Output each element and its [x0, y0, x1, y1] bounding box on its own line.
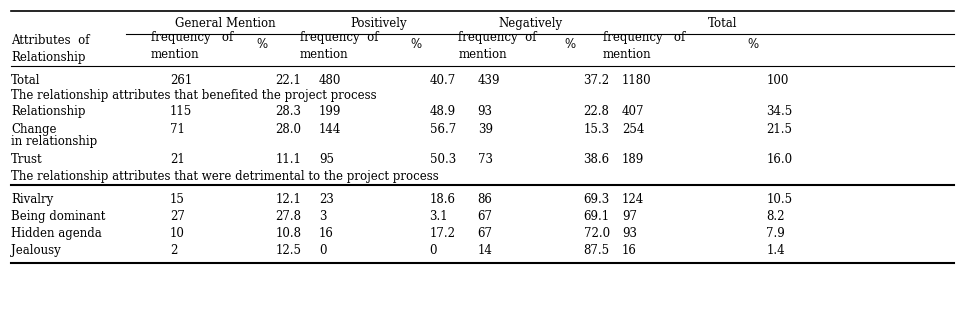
Text: 16: 16	[622, 244, 637, 257]
Text: 93: 93	[622, 227, 637, 240]
Text: frequency  of
mention: frequency of mention	[458, 31, 537, 61]
Text: Total: Total	[11, 74, 41, 87]
Text: 27.8: 27.8	[276, 210, 302, 223]
Text: 16: 16	[318, 227, 334, 240]
Text: 2: 2	[170, 244, 178, 257]
Text: 39: 39	[478, 123, 493, 136]
Text: 144: 144	[318, 123, 342, 136]
Text: 115: 115	[170, 105, 192, 118]
Text: 22.8: 22.8	[584, 105, 610, 118]
Text: 50.3: 50.3	[429, 153, 455, 166]
Text: %: %	[747, 38, 758, 51]
Text: %: %	[565, 38, 575, 51]
Text: 10.5: 10.5	[766, 193, 792, 206]
Text: 69.1: 69.1	[584, 210, 610, 223]
Text: 15.3: 15.3	[584, 123, 610, 136]
Text: 15: 15	[170, 193, 184, 206]
Text: frequency   of
mention: frequency of mention	[151, 31, 233, 61]
Text: 23: 23	[318, 193, 334, 206]
Text: 16.0: 16.0	[766, 153, 792, 166]
Text: 7.9: 7.9	[766, 227, 786, 240]
Text: %: %	[257, 38, 267, 51]
Text: Relationship: Relationship	[11, 105, 86, 118]
Text: 3: 3	[318, 210, 326, 223]
Text: Change: Change	[11, 123, 57, 136]
Text: frequency   of
mention: frequency of mention	[603, 31, 685, 61]
Text: 28.3: 28.3	[276, 105, 302, 118]
Text: 95: 95	[318, 153, 334, 166]
Text: 8.2: 8.2	[766, 210, 785, 223]
Text: 48.9: 48.9	[429, 105, 455, 118]
Text: Negatively: Negatively	[499, 17, 563, 30]
Text: Jealousy: Jealousy	[11, 244, 61, 257]
Text: The relationship attributes that benefited the project process: The relationship attributes that benefit…	[11, 89, 376, 102]
Text: 124: 124	[622, 193, 645, 206]
Text: 10.8: 10.8	[276, 227, 302, 240]
Text: 261: 261	[170, 74, 192, 87]
Text: 189: 189	[622, 153, 645, 166]
Text: General Mention: General Mention	[175, 17, 275, 30]
Text: The relationship attributes that were detrimental to the project process: The relationship attributes that were de…	[11, 170, 439, 183]
Text: 480: 480	[318, 74, 342, 87]
Text: 10: 10	[170, 227, 184, 240]
Text: Rivalry: Rivalry	[11, 193, 53, 206]
Text: %: %	[410, 38, 422, 51]
Text: 86: 86	[478, 193, 492, 206]
Text: 21: 21	[170, 153, 184, 166]
Text: 1.4: 1.4	[766, 244, 785, 257]
Text: 17.2: 17.2	[429, 227, 455, 240]
Text: in relationship: in relationship	[11, 135, 97, 148]
Text: 407: 407	[622, 105, 645, 118]
Text: 37.2: 37.2	[584, 74, 610, 87]
Text: 27: 27	[170, 210, 184, 223]
Text: 87.5: 87.5	[584, 244, 610, 257]
Text: 0: 0	[318, 244, 326, 257]
Text: 93: 93	[478, 105, 493, 118]
Text: 73: 73	[478, 153, 493, 166]
Text: Positively: Positively	[350, 17, 407, 30]
Text: 67: 67	[478, 227, 493, 240]
Text: 1180: 1180	[622, 74, 651, 87]
Text: 199: 199	[318, 105, 342, 118]
Text: 97: 97	[622, 210, 637, 223]
Text: 38.6: 38.6	[584, 153, 610, 166]
Text: 11.1: 11.1	[276, 153, 301, 166]
Text: 56.7: 56.7	[429, 123, 455, 136]
Text: 72.0: 72.0	[584, 227, 610, 240]
Text: Attributes  of
Relationship: Attributes of Relationship	[11, 34, 90, 64]
Text: 3.1: 3.1	[429, 210, 448, 223]
Text: 12.5: 12.5	[276, 244, 302, 257]
Text: 18.6: 18.6	[429, 193, 455, 206]
Text: Trust: Trust	[11, 153, 42, 166]
Text: 254: 254	[622, 123, 645, 136]
Text: 40.7: 40.7	[429, 74, 455, 87]
Text: Being dominant: Being dominant	[11, 210, 105, 223]
Text: 71: 71	[170, 123, 184, 136]
Text: 0: 0	[429, 244, 437, 257]
Text: 28.0: 28.0	[276, 123, 302, 136]
Text: 100: 100	[766, 74, 788, 87]
Text: Total: Total	[708, 17, 738, 30]
Text: 14: 14	[478, 244, 492, 257]
Text: 12.1: 12.1	[276, 193, 301, 206]
Text: 22.1: 22.1	[276, 74, 301, 87]
Text: 21.5: 21.5	[766, 123, 792, 136]
Text: 34.5: 34.5	[766, 105, 792, 118]
Text: 69.3: 69.3	[584, 193, 610, 206]
Text: frequency  of
mention: frequency of mention	[300, 31, 378, 61]
Text: Hidden agenda: Hidden agenda	[11, 227, 101, 240]
Text: 67: 67	[478, 210, 493, 223]
Text: 439: 439	[478, 74, 500, 87]
